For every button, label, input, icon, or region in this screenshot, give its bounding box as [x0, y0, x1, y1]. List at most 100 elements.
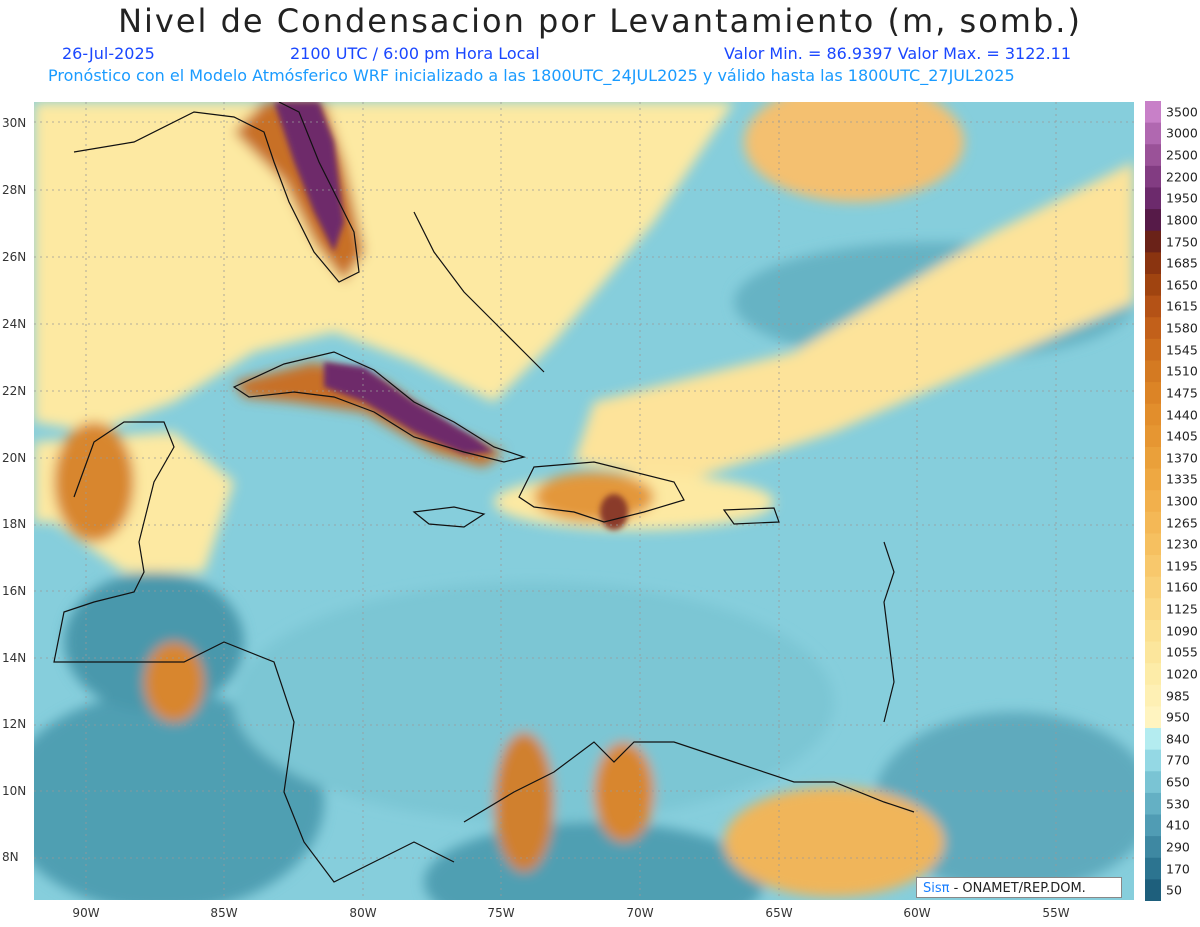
colorbar-tick-label: 1545 — [1166, 342, 1198, 358]
colorbar-tick-label: 985 — [1166, 688, 1190, 704]
lat-label: 8N — [2, 850, 19, 864]
colorbar-swatch — [1145, 360, 1161, 383]
map-panel — [34, 102, 1134, 900]
lat-label: 20N — [2, 451, 27, 465]
colorbar-tick-label: 1055 — [1166, 644, 1198, 660]
colorbar-swatch — [1145, 230, 1161, 253]
colorbar-swatch — [1145, 101, 1161, 124]
colorbar-tick-label: 1160 — [1166, 579, 1198, 595]
colorbar-tick-label: 1800 — [1166, 212, 1198, 228]
colorbar-swatch — [1145, 425, 1161, 448]
colorbar-tick-label: 1370 — [1166, 450, 1198, 466]
colorbar-tick-label: 1405 — [1166, 428, 1198, 444]
colorbar-swatch — [1145, 555, 1161, 578]
lat-label: 24N — [2, 317, 27, 331]
lat-label: 10N — [2, 784, 27, 798]
lat-label: 22N — [2, 384, 27, 398]
coastlines — [53, 102, 915, 883]
colorbar-swatch — [1145, 468, 1161, 491]
colorbar-swatch — [1145, 295, 1161, 318]
colorbar-swatch — [1145, 792, 1161, 816]
colorbar-tick-label: 770 — [1166, 752, 1190, 768]
colorbar-tick-label: 1475 — [1166, 385, 1198, 401]
colorbar-tick-label: 1580 — [1166, 320, 1198, 336]
time-label: 2100 UTC / 6:00 pm Hora Local — [290, 44, 540, 63]
colorbar-tick-label: 1125 — [1166, 601, 1198, 617]
colorbar-tick-label: 1615 — [1166, 298, 1198, 314]
lon-label: 55W — [1042, 906, 1070, 920]
colorbar-tick-label: 290 — [1166, 839, 1190, 855]
lon-label: 65W — [765, 906, 793, 920]
colorbar-tick-label: 1440 — [1166, 407, 1198, 422]
lon-label: 80W — [349, 906, 377, 920]
model-info-label: Pronóstico con el Modelo Atmósferico WRF… — [48, 66, 1015, 85]
colorbar-tick-label: 1230 — [1166, 536, 1198, 552]
lat-label: 14N — [2, 651, 27, 665]
colorbar-tick-label: 3000 — [1166, 125, 1198, 141]
lon-label: 90W — [72, 906, 100, 920]
lon-label: 85W — [210, 906, 238, 920]
map-title: Nivel de Condensacion por Levantamiento … — [118, 2, 1082, 40]
lat-label: 18N — [2, 517, 27, 531]
colorbar-swatch — [1145, 511, 1161, 534]
colorbar-swatch — [1145, 771, 1161, 794]
colorbar-tick-label: 1510 — [1166, 363, 1198, 379]
colorbar-tick-label: 1335 — [1166, 471, 1198, 487]
lat-label: 12N — [2, 717, 27, 731]
credit-box: Sisπ - ONAMET/REP.DOM. — [916, 877, 1122, 898]
colorbar-tick-label: 530 — [1166, 796, 1190, 812]
colorbar-tick-label: 1685 — [1166, 255, 1198, 271]
colorbar-tick-label: 1020 — [1166, 666, 1198, 682]
colorbar-swatch — [1145, 252, 1161, 275]
colorbar-tick-label: 410 — [1166, 817, 1190, 833]
colorbar-swatch — [1145, 749, 1161, 772]
colorbar-tick-label: 50 — [1166, 882, 1182, 898]
colorbar-swatch — [1145, 814, 1161, 837]
colorbar-swatch — [1145, 122, 1161, 145]
colorbar-swatch — [1145, 446, 1161, 470]
colorbar-swatch — [1145, 165, 1161, 188]
colorbar-tick-label: 3500 — [1166, 104, 1198, 120]
colorbar-swatch — [1145, 619, 1161, 643]
colorbar-swatch — [1145, 338, 1161, 361]
credit-text: - ONAMET/REP.DOM. — [949, 881, 1086, 896]
colorbar-tick-label: 1750 — [1166, 234, 1198, 250]
colorbar — [1145, 101, 1161, 901]
colorbar-tick-label: 650 — [1166, 774, 1190, 790]
lat-label: 30N — [2, 116, 27, 130]
high-lcl-regions — [274, 102, 628, 530]
colorbar-tick-label: 2500 — [1166, 147, 1198, 163]
colorbar-tick-label: 1195 — [1166, 558, 1198, 574]
colorbar-swatch — [1145, 857, 1161, 880]
colorbar-tick-label: 2200 — [1166, 169, 1198, 185]
stats-label: Valor Min. = 86.9397 Valor Max. = 3122.1… — [724, 44, 1072, 63]
colorbar-swatch — [1145, 836, 1161, 859]
colorbar-swatch — [1145, 144, 1161, 167]
lat-label: 16N — [2, 584, 27, 598]
colorbar-tick-label: 1650 — [1166, 277, 1198, 293]
colorbar-swatch — [1145, 317, 1161, 340]
condensation-field — [34, 102, 1134, 900]
colorbar-swatch — [1145, 706, 1161, 729]
sispi-logo-text: Sisπ — [923, 881, 950, 896]
colorbar-swatch — [1145, 576, 1161, 599]
colorbar-tick-label: 170 — [1166, 861, 1190, 877]
lat-label: 28N — [2, 183, 27, 197]
colorbar-swatch — [1145, 403, 1161, 426]
colorbar-swatch — [1145, 382, 1161, 405]
colorbar-tick-label: 1265 — [1166, 515, 1198, 531]
lon-label: 70W — [626, 906, 654, 920]
colorbar-swatch — [1145, 273, 1161, 297]
lon-label: 75W — [487, 906, 515, 920]
colorbar-swatch — [1145, 533, 1161, 556]
colorbar-tick-label: 840 — [1166, 731, 1190, 747]
colorbar-tick-label: 950 — [1166, 709, 1190, 725]
date-label: 26-Jul-2025 — [62, 44, 155, 63]
colorbar-tick-label: 1950 — [1166, 190, 1198, 206]
colorbar-tick-label: 1300 — [1166, 493, 1198, 509]
graticule — [34, 102, 1134, 900]
colorbar-swatch — [1145, 598, 1161, 621]
colorbar-swatch — [1145, 641, 1161, 664]
colorbar-swatch — [1145, 490, 1161, 513]
colorbar-swatch — [1145, 663, 1161, 686]
